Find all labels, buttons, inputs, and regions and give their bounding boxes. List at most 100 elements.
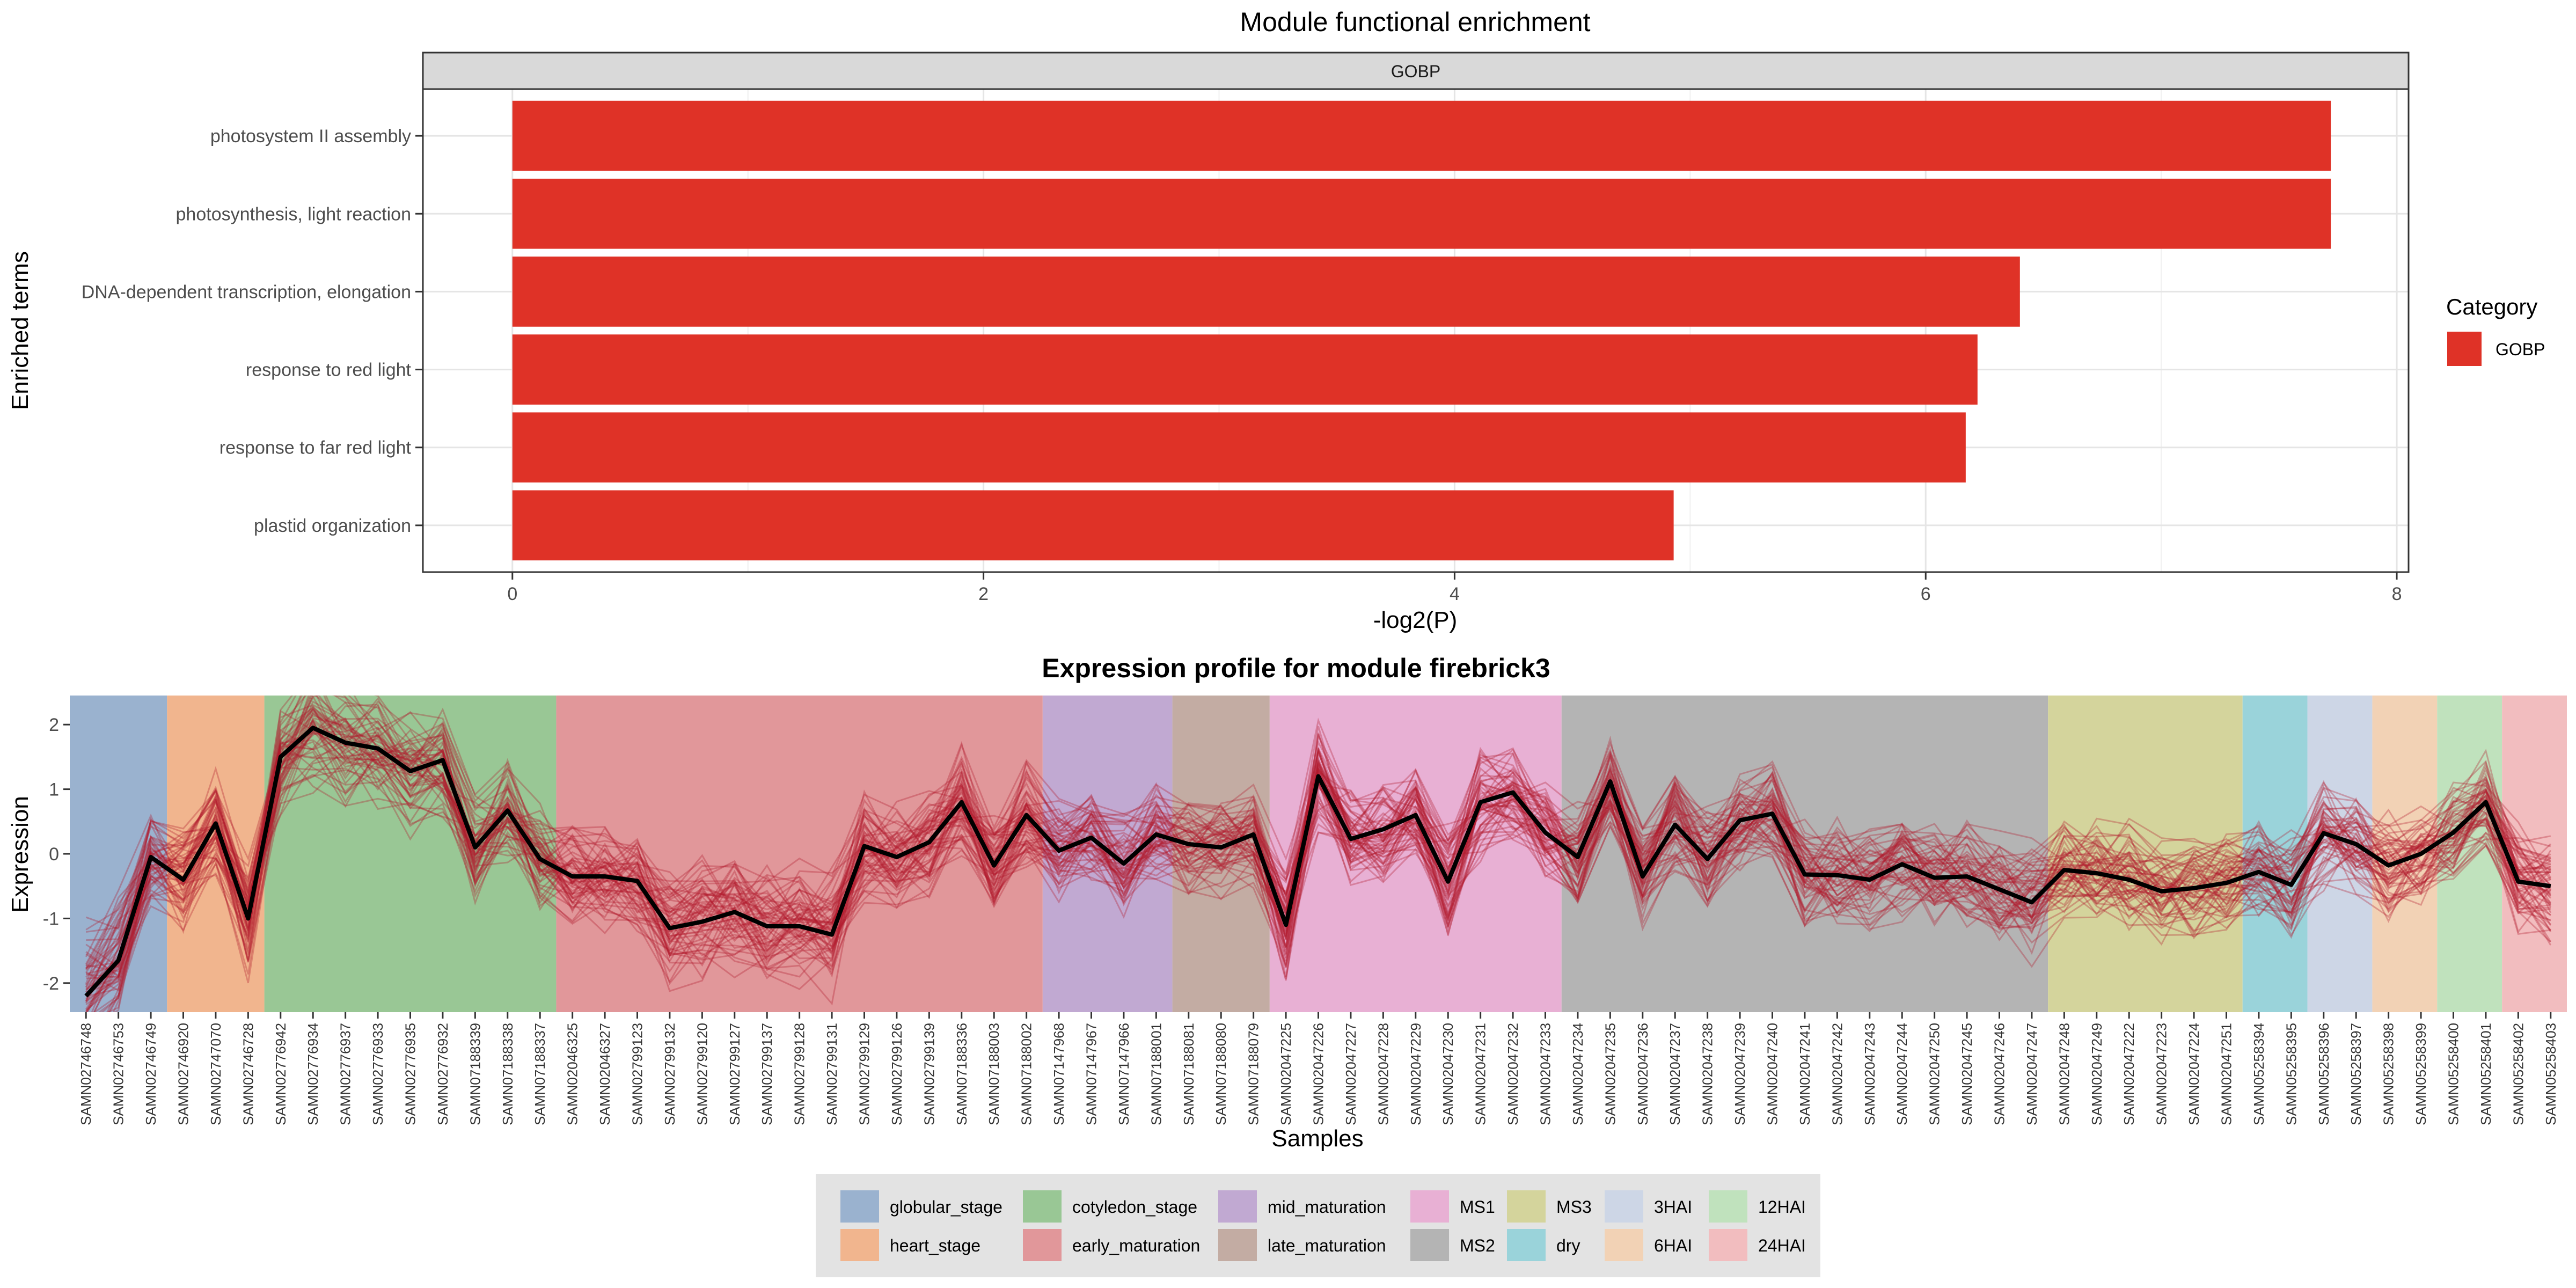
- stage-legend-label: 24HAI: [1758, 1236, 1806, 1255]
- stage-band-heart-stage: [167, 696, 265, 1012]
- expression-chart: Expression profile for module firebrick3…: [7, 653, 2567, 1277]
- gene-line: [85, 747, 2551, 977]
- stage-legend-label: MS1: [1460, 1197, 1495, 1217]
- sample-label: SAMN05258403: [2543, 1023, 2559, 1125]
- gene-line: [86, 740, 2551, 941]
- gene-line: [91, 696, 2551, 1012]
- stage-legend-label: globular_stage: [890, 1197, 1002, 1217]
- bar-photosystem-ii-assembly: [512, 100, 2331, 171]
- y-tick-label: plastid organization: [254, 516, 411, 536]
- gene-line: [85, 696, 2551, 991]
- gene-line: [107, 696, 2551, 1012]
- expression-y-tick-labels: 2 1 0 -1 -2: [43, 715, 70, 994]
- stage-band-12hai: [2437, 696, 2502, 1012]
- sample-label: SAMN02047239: [1732, 1023, 1748, 1125]
- enrichment-y-tick-labels: photosystem II assembly photosynthesis, l…: [82, 126, 423, 536]
- sample-label: SAMN02046325: [565, 1023, 581, 1125]
- sample-label: SAMN02047229: [1408, 1023, 1424, 1125]
- enrichment-x-tick-labels: 0 2 4 6 8: [507, 572, 2402, 604]
- stage-legend-swatch-ms3: [1507, 1190, 1546, 1223]
- sample-label: SAMN05258399: [2413, 1023, 2429, 1125]
- sample-label: SAMN02799129: [857, 1023, 873, 1125]
- sample-label: SAMN02746753: [111, 1023, 127, 1125]
- module-mean-profile: [84, 726, 2551, 998]
- bar-photosynthesis-light-reaction: [512, 178, 2331, 249]
- sample-label: SAMN02776935: [402, 1023, 419, 1125]
- sample-label: SAMN02776934: [305, 1023, 321, 1125]
- sample-label: SAMN05258396: [2316, 1023, 2332, 1125]
- sample-label: SAMN02746728: [240, 1023, 256, 1125]
- sample-label: SAMN02047233: [1538, 1023, 1554, 1125]
- y-tick-label: 0: [49, 844, 59, 865]
- sample-label: SAMN07188079: [1246, 1023, 1262, 1125]
- gene-line: [85, 717, 2552, 1006]
- sample-label: SAMN02047248: [2056, 1023, 2072, 1125]
- sample-label: SAMN05258394: [2251, 1023, 2267, 1125]
- sample-label: SAMN05258401: [2478, 1023, 2494, 1125]
- sample-label: SAMN02799139: [921, 1023, 937, 1125]
- sample-label: SAMN05258395: [2283, 1023, 2299, 1125]
- sample-label: SAMN07188001: [1148, 1023, 1164, 1125]
- stage-legend-label: cotyledon_stage: [1072, 1197, 1197, 1217]
- gene-line: [106, 720, 2551, 1012]
- sample-label: SAMN02047245: [1959, 1023, 1975, 1125]
- gene-line: [98, 718, 2551, 1012]
- facet-strip: [422, 52, 2410, 90]
- sample-label: SAMN07147966: [1116, 1023, 1132, 1125]
- sample-label: SAMN02047246: [1992, 1023, 2008, 1125]
- sample-label: SAMN02047225: [1278, 1023, 1294, 1125]
- sample-label: SAMN05258398: [2381, 1023, 2397, 1125]
- gene-line: [85, 696, 2551, 968]
- category-legend: Category GOBP: [2446, 294, 2545, 366]
- stage-band-early-maturation: [556, 696, 1043, 1012]
- enrichment-bars: [512, 100, 2331, 561]
- bar-response-to-red-light: [512, 334, 1978, 405]
- sample-label: SAMN02047226: [1311, 1023, 1327, 1125]
- stage-legend-label: dry: [1556, 1236, 1580, 1255]
- stage-legend-label: 12HAI: [1758, 1197, 1806, 1217]
- sample-label: SAMN07188002: [1019, 1023, 1035, 1125]
- stage-band-ms2: [1561, 696, 2048, 1012]
- stage-band-24hai: [2502, 696, 2567, 1012]
- stage-legend-swatch-3hai: [1605, 1190, 1643, 1223]
- gene-line: [85, 718, 2551, 931]
- sample-label: SAMN02047235: [1602, 1023, 1618, 1125]
- stage-band-ms3: [2048, 696, 2243, 1012]
- gene-line: [108, 705, 2552, 1012]
- sample-label: SAMN02047234: [1570, 1023, 1586, 1125]
- expression-x-axis-title: Samples: [1271, 1125, 1363, 1152]
- sample-label: SAMN02047247: [2024, 1023, 2040, 1125]
- sample-label: SAMN02047222: [2121, 1023, 2137, 1125]
- bar-plastid-organization: [512, 490, 1674, 561]
- gene-line: [85, 749, 2551, 990]
- stage-background-bands: [70, 696, 2567, 1012]
- sample-label: SAMN02799126: [889, 1023, 905, 1125]
- sample-label: SAMN02747070: [208, 1023, 224, 1125]
- stage-legend-label: late_maturation: [1268, 1236, 1386, 1255]
- mean-profile-line: [84, 726, 2551, 998]
- x-tick-label: 8: [2392, 584, 2402, 604]
- stage-legend-box: [816, 1174, 1820, 1277]
- enrichment-x-axis-title: -log2(P): [1373, 607, 1458, 633]
- stage-legend-swatch-globular-stage: [840, 1190, 879, 1223]
- sample-label: SAMN02746748: [78, 1023, 94, 1125]
- sample-label: SAMN07188338: [500, 1023, 516, 1125]
- sample-tick-labels: SAMN02746748 SAMN02746753 SAMN02746749 SAMN…: [78, 1012, 2559, 1125]
- sample-label: SAMN02746920: [175, 1023, 192, 1125]
- category-legend-label: GOBP: [2496, 340, 2545, 359]
- sample-label: SAMN07188336: [954, 1023, 970, 1125]
- y-tick-label: 2: [49, 715, 59, 735]
- sample-label: SAMN02047232: [1505, 1023, 1521, 1125]
- sample-label: SAMN02047237: [1667, 1023, 1683, 1125]
- gene-line: [86, 696, 2551, 978]
- sample-label: SAMN02047238: [1700, 1023, 1716, 1125]
- gene-line: [85, 769, 2551, 1002]
- y-tick-label: -1: [43, 909, 59, 929]
- sample-label: SAMN02047231: [1473, 1023, 1489, 1125]
- stage-legend-label: 3HAI: [1654, 1197, 1692, 1217]
- sample-label: SAMN05258402: [2510, 1023, 2526, 1125]
- y-tick-label: response to far red light: [219, 438, 412, 458]
- stage-band-cotyledon-stage: [264, 696, 557, 1012]
- stage-legend-swatch-cotyledon-stage: [1023, 1190, 1062, 1223]
- gene-line: [85, 714, 2551, 1012]
